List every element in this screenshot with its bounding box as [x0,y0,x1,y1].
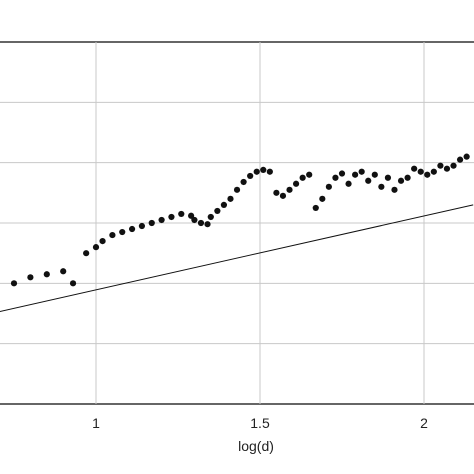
data-point-14 [168,213,175,221]
data-point-7 [99,238,106,245]
data-point-1 [27,274,34,281]
data-point-42 [352,171,359,178]
data-point-47 [384,174,392,181]
data-point-22 [220,201,228,208]
data-point-4 [69,280,77,287]
data-point-10 [128,225,136,233]
data-point-35 [306,171,313,178]
data-point-20 [207,213,214,221]
data-point-17 [191,216,198,224]
data-point-18 [197,219,205,227]
data-point-24 [233,186,241,193]
data-point-34 [299,174,306,181]
data-point-12 [148,219,155,227]
data-point-8 [109,231,116,239]
data-point-38 [325,183,332,190]
data-point-27 [253,168,260,175]
data-point-44 [365,177,372,184]
data-point-43 [358,168,365,175]
data-point-56 [443,165,451,172]
data-point-23 [227,195,234,202]
x-axis-label: log(d) [238,438,274,454]
data-point-51 [411,165,418,172]
data-point-5 [83,250,90,257]
data-point-30 [273,189,280,196]
data-point-21 [214,207,221,215]
data-point-40 [338,170,346,177]
data-point-59 [463,153,470,160]
x-tick-label-1: 1.5 [250,415,270,431]
data-point-25 [240,178,247,186]
data-point-55 [437,162,444,169]
data-point-29 [266,168,273,175]
data-point-33 [292,180,300,187]
data-point-45 [371,171,378,178]
data-point-54 [430,168,437,175]
fit-line [0,204,474,312]
data-point-2 [43,271,50,278]
data-point-46 [378,183,385,190]
data-point-26 [247,172,254,180]
data-point-50 [404,174,411,181]
data-point-57 [450,162,457,169]
data-point-53 [424,171,431,178]
data-point-13 [158,216,165,224]
data-point-11 [138,222,146,230]
data-point-58 [456,156,464,163]
data-point-0 [10,280,18,287]
data-point-28 [260,166,267,174]
x-tick-label-2: 2 [420,415,428,431]
data-point-37 [319,195,326,202]
data-point-52 [417,168,424,175]
data-point-19 [204,221,211,228]
data-point-36 [312,204,319,212]
data-point-39 [332,174,339,181]
data-point-3 [60,268,67,275]
data-point-32 [286,186,293,193]
data-point-15 [178,210,185,218]
data-point-9 [119,228,126,236]
data-point-6 [92,244,100,251]
data-point-16 [188,212,195,219]
data-point-48 [391,186,398,193]
data-point-31 [279,192,287,199]
data-point-41 [345,180,352,187]
data-point-49 [397,177,405,184]
x-tick-label-0: 1 [92,415,100,431]
